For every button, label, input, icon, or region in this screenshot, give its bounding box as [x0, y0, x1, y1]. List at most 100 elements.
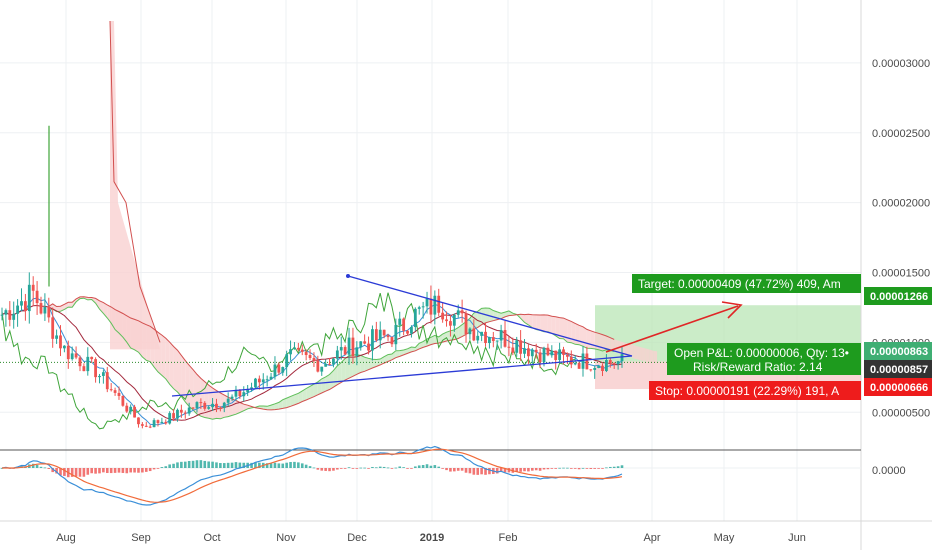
candle-body[interactable]: [285, 354, 289, 368]
candle-body[interactable]: [538, 352, 542, 363]
candle-body[interactable]: [464, 313, 468, 335]
candle-body[interactable]: [27, 284, 31, 312]
candle-body[interactable]: [468, 328, 472, 335]
candle-body[interactable]: [413, 308, 417, 328]
candle-body[interactable]: [324, 363, 328, 367]
candle-body[interactable]: [230, 396, 234, 399]
candle-body[interactable]: [452, 314, 456, 326]
candle-body[interactable]: [8, 310, 12, 320]
candle-body[interactable]: [410, 327, 413, 334]
projection-arrow[interactable]: [605, 305, 739, 353]
candle-body[interactable]: [523, 348, 526, 354]
candle-body[interactable]: [394, 324, 398, 345]
candle-body[interactable]: [585, 353, 589, 370]
candle-body[interactable]: [133, 406, 136, 418]
candle-body[interactable]: [390, 337, 394, 345]
candle-body[interactable]: [511, 347, 515, 353]
candle-body[interactable]: [226, 398, 230, 403]
candle-body[interactable]: [441, 312, 445, 320]
candle-body[interactable]: [347, 337, 351, 355]
candle-body[interactable]: [211, 403, 214, 408]
candle-body[interactable]: [203, 402, 207, 409]
candle-body[interactable]: [581, 353, 585, 369]
candle-body[interactable]: [339, 347, 343, 351]
candle-body[interactable]: [378, 329, 382, 341]
candle-body[interactable]: [43, 306, 47, 314]
candle-body[interactable]: [382, 329, 386, 336]
candle-body[interactable]: [367, 343, 370, 351]
candle-body[interactable]: [546, 347, 550, 356]
candle-body[interactable]: [527, 348, 530, 357]
candle-body[interactable]: [304, 351, 308, 356]
candle-body[interactable]: [86, 356, 90, 372]
candle-body[interactable]: [51, 317, 55, 339]
candle-body[interactable]: [35, 290, 39, 304]
candle-body[interactable]: [433, 295, 437, 315]
candlestick-series[interactable]: [0, 272, 624, 429]
candle-body[interactable]: [242, 392, 246, 397]
candle-body[interactable]: [355, 347, 359, 356]
candle-body[interactable]: [55, 335, 58, 339]
candle-body[interactable]: [456, 310, 460, 315]
candle-body[interactable]: [195, 402, 199, 409]
candle-body[interactable]: [62, 345, 66, 349]
candle-body[interactable]: [179, 409, 183, 413]
candle-body[interactable]: [308, 355, 312, 359]
trendline-anchor[interactable]: [346, 274, 350, 278]
candle-body[interactable]: [289, 349, 292, 355]
candle-body[interactable]: [316, 360, 320, 372]
candle-body[interactable]: [273, 364, 277, 377]
candle-body[interactable]: [39, 303, 43, 314]
candle-body[interactable]: [254, 378, 257, 388]
candle-body[interactable]: [152, 420, 156, 428]
candle-body[interactable]: [183, 412, 187, 414]
candle-body[interactable]: [402, 318, 406, 331]
candle-body[interactable]: [449, 321, 452, 326]
candle-body[interactable]: [156, 420, 160, 424]
candle-body[interactable]: [90, 356, 94, 360]
candle-body[interactable]: [386, 335, 390, 338]
candle-body[interactable]: [542, 347, 546, 363]
time-axis[interactable]: Aug Sep Oct Nov Dec 2019 Feb Apr May Jun: [56, 532, 806, 544]
candle-body[interactable]: [480, 331, 484, 336]
candle-body[interactable]: [12, 313, 16, 320]
candle-body[interactable]: [238, 389, 242, 397]
candle-body[interactable]: [558, 349, 562, 360]
candle-body[interactable]: [109, 389, 113, 391]
candle-body[interactable]: [593, 367, 597, 370]
candle-body[interactable]: [573, 362, 577, 365]
candle-body[interactable]: [215, 403, 218, 408]
candle-body[interactable]: [363, 341, 367, 344]
candle-body[interactable]: [616, 361, 620, 365]
candle-body[interactable]: [257, 378, 261, 383]
candle-body[interactable]: [199, 402, 203, 404]
candle-body[interactable]: [16, 305, 19, 314]
candle-body[interactable]: [82, 366, 86, 372]
upper-trendline[interactable]: [347, 275, 633, 357]
candle-body[interactable]: [265, 379, 269, 381]
candle-body[interactable]: [359, 341, 363, 348]
candle-body[interactable]: [137, 417, 140, 425]
candle-body[interactable]: [460, 310, 464, 314]
candle-body[interactable]: [66, 345, 70, 360]
candle-body[interactable]: [519, 340, 523, 354]
candle-body[interactable]: [417, 307, 421, 309]
stop-label[interactable]: Stop: 0.00000191 (22.29%) 191, A: [649, 381, 861, 400]
triangle-trendlines[interactable]: [171, 274, 743, 397]
candle-body[interactable]: [515, 340, 519, 353]
candle-body[interactable]: [172, 413, 175, 419]
candle-body[interactable]: [530, 349, 534, 357]
candle-body[interactable]: [117, 392, 121, 396]
candle-body[interactable]: [144, 425, 148, 427]
candle-body[interactable]: [176, 409, 179, 419]
candle-body[interactable]: [554, 350, 558, 360]
candle-body[interactable]: [320, 366, 324, 372]
candle-body[interactable]: [550, 350, 554, 356]
candle-body[interactable]: [398, 318, 402, 325]
candle-body[interactable]: [296, 347, 300, 350]
candle-body[interactable]: [499, 330, 503, 341]
candle-body[interactable]: [312, 358, 316, 361]
candle-body[interactable]: [164, 421, 168, 424]
candle-body[interactable]: [371, 329, 374, 351]
candle-body[interactable]: [406, 330, 409, 334]
